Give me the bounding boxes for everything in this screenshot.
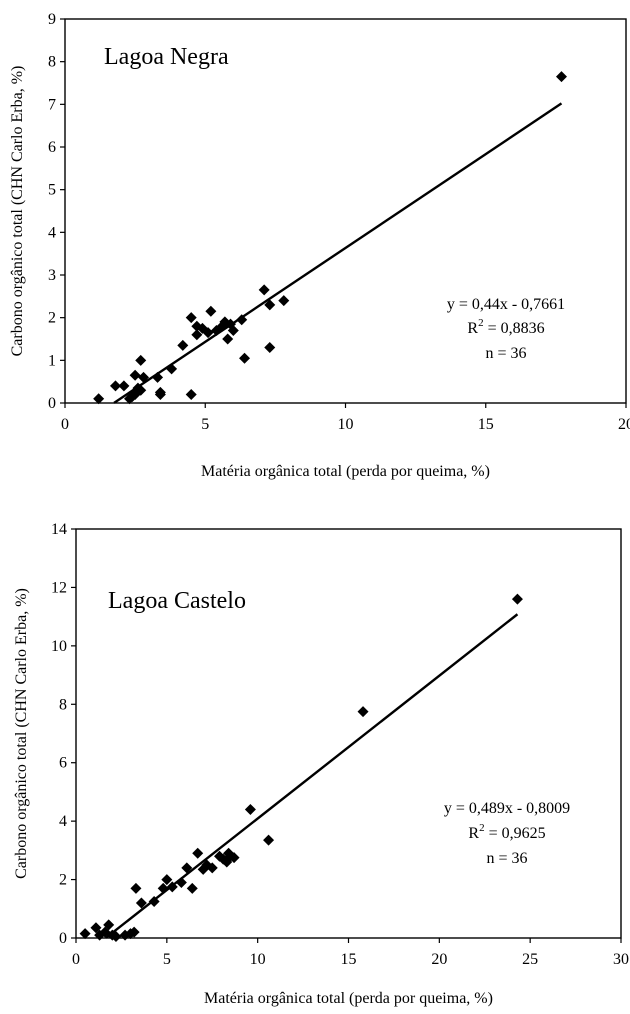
data-point — [185, 312, 197, 324]
data-point — [128, 926, 140, 938]
x-tick-label: 10 — [250, 951, 266, 968]
chart-title: Lagoa Negra — [104, 44, 229, 70]
regression-equation: y = 0,44x - 0,7661 — [447, 296, 565, 313]
x-tick-label: 0 — [61, 416, 69, 433]
data-point — [109, 380, 121, 392]
y-tick-label: 10 — [51, 638, 67, 655]
data-point — [227, 324, 239, 336]
y-tick-label: 1 — [48, 352, 56, 369]
y-axis-title: Carbono orgânico total (CHN Carlo Erba, … — [9, 66, 26, 357]
x-tick-label: 5 — [163, 951, 171, 968]
x-axis-title: Matéria orgânica total (perda por queima… — [204, 990, 493, 1007]
r-squared-exponent: 2 — [478, 317, 484, 329]
data-point — [90, 922, 102, 934]
data-point — [192, 847, 204, 859]
data-point — [103, 919, 115, 931]
x-tick-label: 0 — [72, 951, 80, 968]
y-tick-label: 9 — [48, 11, 56, 28]
data-point — [93, 393, 105, 405]
data-point — [244, 803, 256, 815]
y-tick-label: 3 — [48, 267, 56, 284]
y-tick-label: 8 — [48, 54, 56, 71]
r-squared-value: = 0,8836 — [484, 320, 545, 337]
x-tick-label: 10 — [338, 416, 354, 433]
data-point — [166, 881, 178, 893]
y-tick-label: 0 — [48, 395, 56, 412]
chart-lagoa-castelo: 0 2 4 6 8 10 12 14 0 5 10 15 20 25 30 Matéria orgânica … — [13, 521, 629, 1007]
x-tick-label: 20 — [431, 951, 447, 968]
data-point — [278, 295, 290, 307]
data-point — [118, 380, 130, 392]
data-point — [135, 384, 147, 396]
sample-size: n = 36 — [486, 850, 527, 867]
y-tick-label: 14 — [51, 521, 67, 538]
data-point — [154, 388, 166, 400]
x-tick-label: 15 — [341, 951, 357, 968]
r-squared-exponent: 2 — [479, 822, 485, 834]
data-point — [185, 388, 197, 400]
y-tick-label: 2 — [59, 872, 67, 889]
y-axis-title: Carbono orgânico total (CHN Carlo Erba, … — [13, 588, 30, 879]
r-squared-prefix: R — [468, 825, 479, 842]
data-point — [175, 876, 187, 888]
data-point — [161, 874, 173, 886]
data-point — [264, 299, 276, 311]
data-point — [181, 862, 193, 874]
y-tick-label: 12 — [51, 579, 67, 596]
r-squared-value: = 0,9625 — [485, 825, 546, 842]
data-point — [206, 862, 218, 874]
data-point — [157, 882, 169, 894]
data-point — [205, 305, 217, 317]
data-point — [152, 371, 164, 383]
chart-title: Lagoa Castelo — [108, 588, 246, 614]
data-point — [258, 284, 270, 296]
trendline — [113, 102, 563, 404]
data-point — [202, 327, 214, 339]
r-squared: R2 = 0,8836 — [467, 317, 544, 337]
x-axis-title: Matéria orgânica total (perda por queima… — [201, 463, 490, 480]
data-point — [228, 852, 240, 864]
chart-lagoa-negra: 0 1 2 3 4 5 6 7 8 9 0 5 10 15 20 Matéria orgânica total… — [9, 11, 630, 480]
regression-equation: y = 0,489x - 0,8009 — [444, 800, 570, 817]
x-tick-label: 25 — [522, 951, 538, 968]
data-point — [129, 369, 141, 381]
data-point — [357, 706, 369, 718]
y-tick-label: 7 — [48, 96, 56, 113]
x-tick-label: 15 — [478, 416, 494, 433]
r-squared: R2 = 0,9625 — [468, 822, 545, 842]
data-point — [186, 882, 198, 894]
x-tick-label: 20 — [618, 416, 630, 433]
data-point — [110, 931, 122, 943]
data-point — [148, 895, 160, 907]
data-point — [135, 897, 147, 909]
y-tick-label: 2 — [48, 310, 56, 327]
data-point — [138, 371, 150, 383]
data-point — [79, 928, 91, 940]
plot-frame — [64, 18, 627, 404]
data-point — [177, 339, 189, 351]
y-tick-label: 8 — [59, 696, 67, 713]
x-tick-label: 5 — [201, 416, 209, 433]
y-tick-label: 5 — [48, 182, 56, 199]
data-point — [511, 593, 523, 605]
y-tick-label: 6 — [59, 755, 67, 772]
x-tick-label: 30 — [613, 951, 629, 968]
data-point — [191, 329, 203, 341]
data-point — [236, 314, 248, 326]
y-tick-label: 0 — [59, 930, 67, 947]
data-point — [166, 363, 178, 375]
y-tick-label: 4 — [59, 813, 67, 830]
data-point — [264, 342, 276, 354]
sample-size: n = 36 — [485, 345, 526, 362]
data-point — [239, 352, 251, 364]
y-tick-label: 6 — [48, 139, 56, 156]
y-tick-label: 4 — [48, 224, 56, 241]
r-squared-prefix: R — [467, 320, 478, 337]
data-point — [263, 834, 275, 846]
data-point — [222, 333, 234, 345]
data-point — [130, 882, 142, 894]
data-point — [555, 71, 567, 83]
data-point — [135, 354, 147, 366]
